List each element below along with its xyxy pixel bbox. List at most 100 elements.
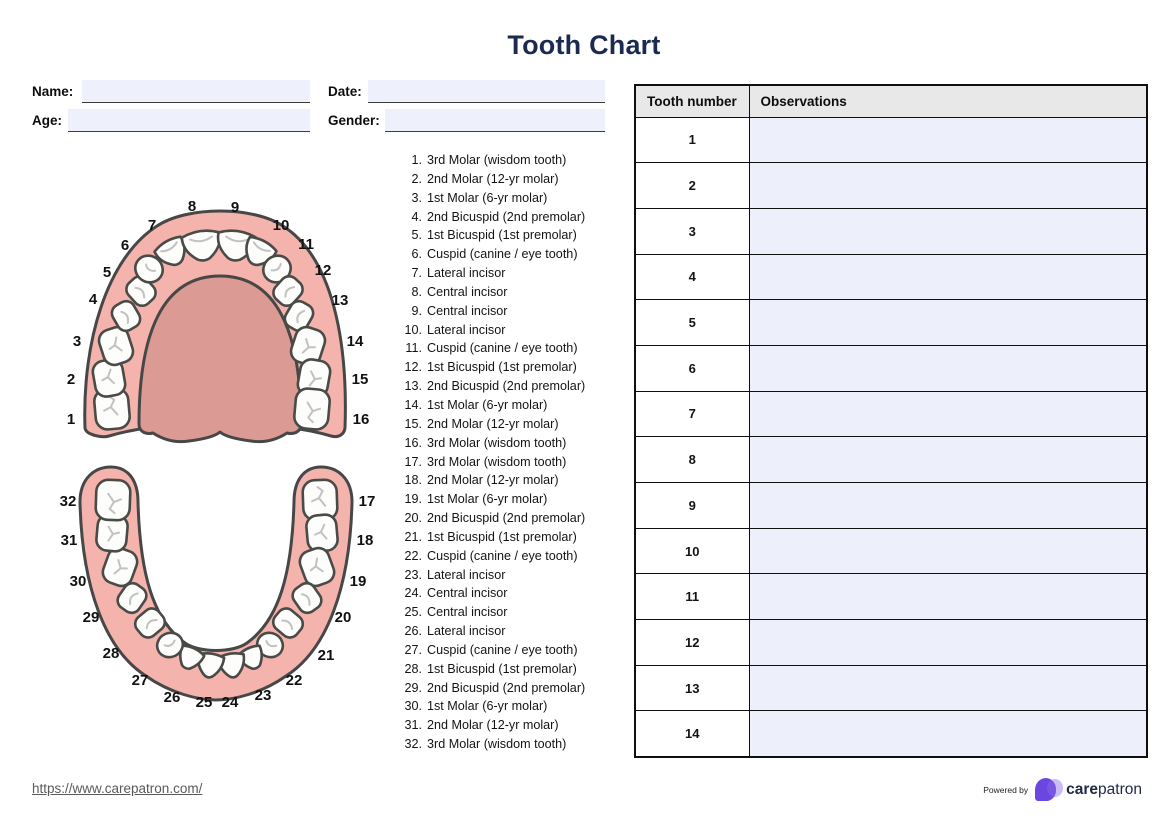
age-field[interactable] xyxy=(68,109,310,132)
observations-cell[interactable] xyxy=(748,207,1148,255)
list-item-label: 1st Bicuspid (1st premolar) xyxy=(427,529,577,544)
observations-cell[interactable] xyxy=(748,710,1148,758)
upper-tooth-number-label: 6 xyxy=(121,237,129,254)
observations-cell[interactable] xyxy=(748,162,1148,209)
tooth-8 xyxy=(180,229,222,262)
list-item-label: Central incisor xyxy=(427,284,508,299)
list-item: 4. 2nd Bicuspid (2nd premolar) xyxy=(392,208,585,227)
list-item-label: 3rd Molar (wisdom tooth) xyxy=(427,435,567,450)
observations-cell[interactable] xyxy=(748,527,1148,575)
list-item: 28. 1st Bicuspid (1st premolar) xyxy=(392,660,585,679)
list-item: 30. 1st Molar (6-yr molar) xyxy=(392,697,585,716)
tooth-25 xyxy=(196,652,226,679)
list-item: 9. Central incisor xyxy=(392,302,585,321)
list-item-number: 19. xyxy=(404,492,422,507)
tooth-number-cell: 13 xyxy=(634,664,750,712)
carepatron-wordmark: carepatron xyxy=(1066,781,1142,799)
list-item: 2. 2nd Molar (12-yr molar) xyxy=(392,170,585,189)
lower-tooth-number-label: 22 xyxy=(286,672,303,689)
observations-cell[interactable] xyxy=(748,253,1148,301)
table-row: 12 xyxy=(634,619,1148,666)
lower-tooth-number-label: 28 xyxy=(103,645,120,662)
list-item: 6. Cuspid (canine / eye tooth) xyxy=(392,245,585,264)
list-item: 1. 3rd Molar (wisdom tooth) xyxy=(392,151,585,170)
list-item-label: Central incisor xyxy=(427,605,508,620)
observations-cell[interactable] xyxy=(748,116,1148,164)
powered-by-badge: Powered by carepatron xyxy=(983,776,1142,803)
observations-cell[interactable] xyxy=(748,344,1148,392)
list-item-number: 3. xyxy=(411,190,422,205)
list-item-label: Cuspid (canine / eye tooth) xyxy=(427,548,578,563)
list-item-label: Cuspid (canine / eye tooth) xyxy=(427,642,578,657)
tooth-number-cell: 9 xyxy=(634,482,750,529)
lower-arch-diagram: 17 18 19 20 21 22 23 24 25 26 27 28 29 3… xyxy=(60,465,375,711)
table-row: 13 xyxy=(634,664,1148,712)
observations-cell[interactable] xyxy=(748,619,1148,666)
list-item-number: 4. xyxy=(411,209,422,224)
list-item-label: 3rd Molar (wisdom tooth) xyxy=(427,454,567,469)
tooth-number-cell: 2 xyxy=(634,162,750,209)
lower-tooth-number-label: 30 xyxy=(70,573,87,590)
list-item-number: 24. xyxy=(404,586,422,601)
list-item-number: 10. xyxy=(404,322,422,337)
tooth-number-cell: 6 xyxy=(634,344,750,392)
list-item: 26. Lateral incisor xyxy=(392,622,585,641)
list-item-label: 3rd Molar (wisdom tooth) xyxy=(427,153,567,167)
logo-blob-light xyxy=(1047,779,1064,797)
tooth-number-cell: 4 xyxy=(634,253,750,301)
list-item: 15. 2nd Molar (12-yr molar) xyxy=(392,415,585,434)
list-item: 5. 1st Bicuspid (1st premolar) xyxy=(392,226,585,245)
observations-cell[interactable] xyxy=(748,436,1148,483)
list-item-label: 1st Molar (6-yr molar) xyxy=(427,190,548,205)
carepatron-logo-icon xyxy=(1034,776,1064,803)
lower-tooth-number-label: 25 xyxy=(196,694,213,711)
tooth-22 xyxy=(255,631,285,659)
list-item: 20. 2nd Bicuspid (2nd premolar) xyxy=(392,509,585,528)
list-item-number: 27. xyxy=(404,642,422,657)
observations-cell[interactable] xyxy=(748,573,1148,621)
list-item-number: 12. xyxy=(404,360,422,375)
list-item-number: 22. xyxy=(404,548,422,563)
observations-cell[interactable] xyxy=(748,482,1148,529)
list-item-number: 6. xyxy=(411,247,422,262)
table-row: 7 xyxy=(634,390,1148,438)
list-item-number: 5. xyxy=(411,228,422,243)
list-item-number: 29. xyxy=(404,680,422,695)
tooth-number-cell: 3 xyxy=(634,207,750,255)
observations-cell[interactable] xyxy=(748,664,1148,712)
tooth-32 xyxy=(94,478,132,522)
age-label: Age: xyxy=(32,113,62,128)
list-item-label: Lateral incisor xyxy=(427,567,506,582)
date-field[interactable] xyxy=(368,80,605,103)
list-item: 24. Central incisor xyxy=(392,584,585,603)
upper-tooth-number-label: 10 xyxy=(273,217,290,234)
lower-tooth-number-label: 23 xyxy=(255,687,272,704)
list-item-number: 20. xyxy=(404,511,422,526)
tooth-7 xyxy=(153,235,186,267)
gender-label: Gender: xyxy=(328,113,380,128)
list-item-label: Central incisor xyxy=(427,303,508,318)
list-item: 10. Lateral incisor xyxy=(392,321,585,340)
list-item: 19. 1st Molar (6-yr molar) xyxy=(392,490,585,509)
tooth-18 xyxy=(305,513,339,553)
list-item: 17. 3rd Molar (wisdom tooth) xyxy=(392,453,585,472)
observations-cell[interactable] xyxy=(748,299,1148,346)
list-item-number: 26. xyxy=(404,624,422,639)
gender-field[interactable] xyxy=(385,109,605,132)
carepatron-url-link[interactable]: https://www.carepatron.com/ xyxy=(32,781,203,796)
list-item-number: 17. xyxy=(404,454,422,469)
list-item-label: 1st Molar (6-yr molar) xyxy=(427,492,548,507)
list-item-label: 2nd Bicuspid (2nd premolar) xyxy=(427,379,586,394)
upper-tooth-number-label: 11 xyxy=(298,236,314,253)
observations-cell[interactable] xyxy=(748,390,1148,438)
lower-gum xyxy=(78,465,354,702)
name-field[interactable] xyxy=(82,80,310,103)
list-item-number: 7. xyxy=(411,266,422,281)
upper-tooth-number-label: 7 xyxy=(148,217,156,234)
list-item-number: 23. xyxy=(404,567,422,582)
list-item: 21. 1st Bicuspid (1st premolar) xyxy=(392,528,585,547)
upper-tooth-number-label: 5 xyxy=(103,264,111,281)
date-label: Date: xyxy=(328,84,362,99)
upper-tooth-number-label: 13 xyxy=(332,292,349,309)
tooth-number-cell: 11 xyxy=(634,573,750,621)
